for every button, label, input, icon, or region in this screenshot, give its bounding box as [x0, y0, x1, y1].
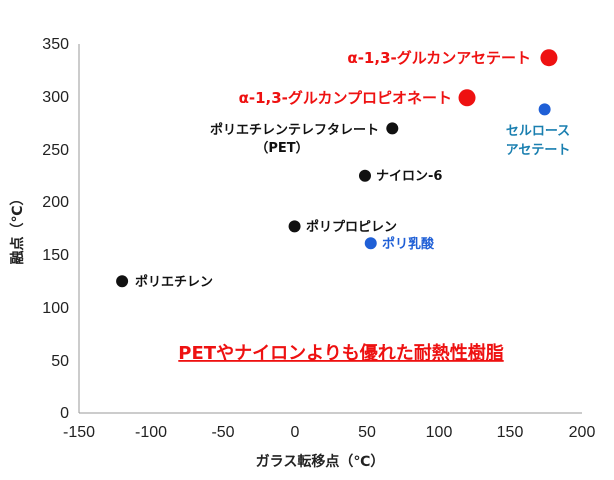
point-label-glucan-acetate: α-1,3-グルカンアセテート: [347, 49, 531, 67]
point-label-pla: ポリ乳酸: [382, 236, 435, 252]
data-points: [116, 49, 558, 288]
x-tick-label: -100: [135, 424, 167, 441]
y-tick-label: 50: [51, 353, 69, 370]
data-point: [364, 237, 377, 250]
x-tick-label: 0: [291, 424, 300, 441]
y-tick-label: 150: [42, 247, 69, 264]
x-tick-labels: -150 -100 -50 0 50 100 150 200: [63, 424, 595, 441]
point-label-pp: ポリプロピレン: [306, 219, 397, 235]
y-tick-label: 300: [42, 89, 69, 106]
y-tick-label: 100: [42, 300, 69, 317]
point-label-pe: ポリエチレン: [135, 274, 213, 290]
data-point: [288, 220, 301, 233]
y-tick-label: 350: [42, 36, 69, 53]
point-label-glucan-propionate: α-1,3-グルカンプロピオネート: [239, 89, 452, 107]
x-tick-label: -50: [211, 424, 234, 441]
data-point: [116, 275, 129, 288]
point-label-cellulose-acetate: セルロース: [506, 124, 570, 139]
y-axis-title: 融点（℃）: [9, 192, 26, 265]
y-tick-label: 0: [60, 405, 69, 422]
point-label-pet-2: （PET）: [255, 140, 308, 156]
chart-annotation: PETやナイロンよりも優れた耐熱性樹脂: [178, 342, 503, 364]
x-tick-label: 50: [358, 424, 376, 441]
point-label-nylon: ナイロン-6: [376, 169, 442, 184]
point-label-cellulose-acetate-2: アセテート: [506, 143, 571, 158]
y-tick-label: 200: [42, 194, 69, 211]
y-tick-labels: 350 300 250 200 150 100 50 0: [42, 36, 69, 422]
data-point: [458, 89, 476, 107]
x-axis-title: ガラス転移点（℃）: [256, 453, 385, 470]
x-tick-label: 100: [426, 424, 453, 441]
x-tick-label: 150: [497, 424, 524, 441]
x-tick-label: 200: [569, 424, 596, 441]
data-point: [540, 49, 558, 67]
x-tick-label: -150: [63, 424, 95, 441]
data-point: [386, 122, 399, 135]
point-label-pet: ポリエチレンテレフタレート: [210, 122, 379, 138]
data-point: [538, 103, 551, 116]
data-point: [358, 169, 371, 182]
y-tick-label: 250: [42, 142, 69, 159]
